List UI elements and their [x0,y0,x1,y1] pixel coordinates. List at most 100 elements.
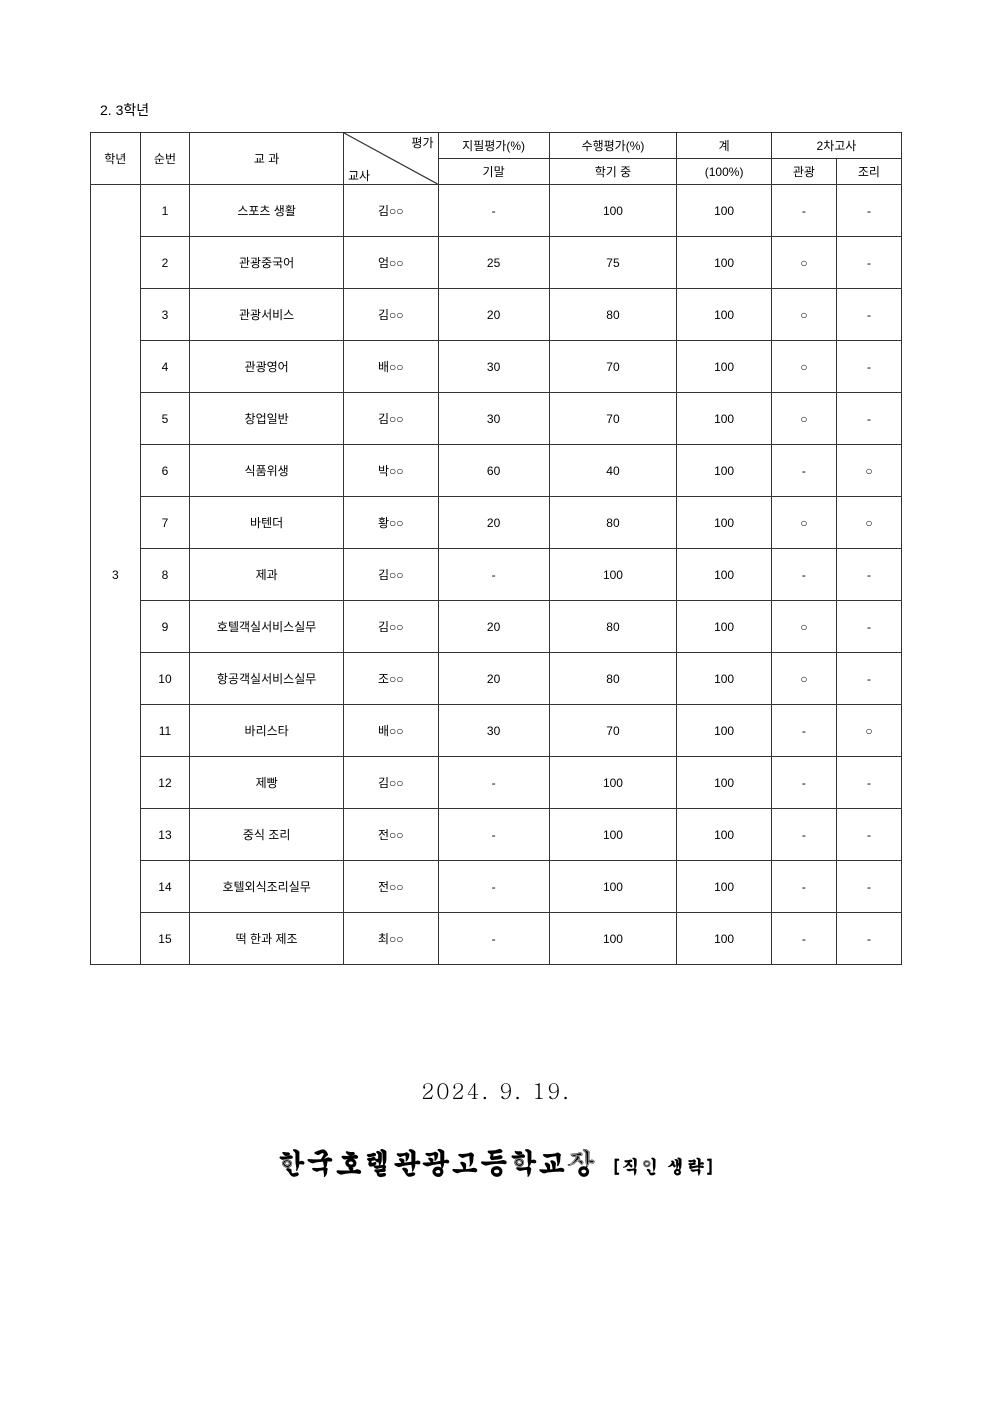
cell-teacher: 김○○ [343,549,438,601]
cell-exam2b: - [836,809,901,861]
th-written: 지필평가(%) [438,133,549,159]
table-row: 14호텔외식조리실무전○○-100100-- [91,861,902,913]
cell-subject: 스포츠 생활 [190,185,344,237]
cell-exam2b: - [836,185,901,237]
cell-teacher: 황○○ [343,497,438,549]
cell-teacher: 배○○ [343,341,438,393]
section-title: 2. 3학년 [90,100,902,120]
cell-perf: 100 [549,809,677,861]
cell-perf: 75 [549,237,677,289]
cell-perf: 100 [549,549,677,601]
cell-subject: 제과 [190,549,344,601]
cell-exam2b: - [836,549,901,601]
cell-exam2a: ○ [771,393,836,445]
cell-exam2a: - [771,705,836,757]
cell-perf: 80 [549,601,677,653]
cell-teacher: 김○○ [343,393,438,445]
cell-total: 100 [677,185,772,237]
cell-teacher: 전○○ [343,809,438,861]
table-row: 9호텔객실서비스실무김○○2080100○- [91,601,902,653]
cell-exam2a: - [771,549,836,601]
cell-perf: 40 [549,445,677,497]
cell-written: 30 [438,705,549,757]
cell-exam2b: ○ [836,705,901,757]
cell-exam2b: ○ [836,445,901,497]
cell-exam2a: - [771,809,836,861]
cell-perf: 70 [549,341,677,393]
cell-exam2b: - [836,601,901,653]
table-row: 11바리스타배○○3070100-○ [91,705,902,757]
th-diagonal: 평가 교사 [343,133,438,185]
table-row: 31스포츠 생활김○○-100100-- [91,185,902,237]
cell-subject: 떡 한과 제조 [190,913,344,965]
cell-perf: 80 [549,497,677,549]
th-exam2-b: 조리 [836,159,901,185]
cell-exam2a: ○ [771,341,836,393]
th-subject: 교 과 [190,133,344,185]
cell-perf: 80 [549,289,677,341]
cell-perf: 100 [549,757,677,809]
th-num: 순번 [140,133,190,185]
cell-perf: 80 [549,653,677,705]
cell-subject: 바텐더 [190,497,344,549]
cell-num: 9 [140,601,190,653]
cell-written: 20 [438,289,549,341]
cell-exam2b: ○ [836,497,901,549]
cell-num: 10 [140,653,190,705]
cell-subject: 제빵 [190,757,344,809]
table-row: 8제과김○○-100100-- [91,549,902,601]
cell-total: 100 [677,289,772,341]
cell-written: 30 [438,393,549,445]
cell-subject: 호텔객실서비스실무 [190,601,344,653]
cell-total: 100 [677,601,772,653]
cell-exam2a: - [771,757,836,809]
cell-num: 12 [140,757,190,809]
cell-written: 20 [438,653,549,705]
cell-subject: 중식 조리 [190,809,344,861]
cell-exam2a: ○ [771,237,836,289]
cell-total: 100 [677,913,772,965]
footer-date: 2024. 9. 19. [90,1075,902,1106]
cell-exam2b: - [836,861,901,913]
cell-exam2a: ○ [771,497,836,549]
cell-total: 100 [677,861,772,913]
footer-school: 한국호텔관광고등학교장 [직인 생략] [90,1141,902,1181]
table-row: 2관광중국어엄○○2575100○- [91,237,902,289]
th-written-sub: 기말 [438,159,549,185]
cell-teacher: 김○○ [343,601,438,653]
cell-written: - [438,809,549,861]
cell-num: 8 [140,549,190,601]
th-total-sub: (100%) [677,159,772,185]
cell-num: 11 [140,705,190,757]
cell-perf: 100 [549,913,677,965]
th-perf-sub: 학기 중 [549,159,677,185]
cell-teacher: 조○○ [343,653,438,705]
cell-subject: 관광서비스 [190,289,344,341]
cell-total: 100 [677,341,772,393]
cell-teacher: 김○○ [343,757,438,809]
cell-num: 13 [140,809,190,861]
cell-written: - [438,549,549,601]
cell-exam2a: ○ [771,289,836,341]
cell-grade: 3 [91,185,141,965]
cell-exam2a: ○ [771,601,836,653]
cell-exam2b: - [836,393,901,445]
cell-total: 100 [677,237,772,289]
cell-written: - [438,757,549,809]
cell-num: 14 [140,861,190,913]
cell-subject: 창업일반 [190,393,344,445]
cell-num: 1 [140,185,190,237]
cell-written: 30 [438,341,549,393]
cell-num: 2 [140,237,190,289]
cell-subject: 관광중국어 [190,237,344,289]
cell-subject: 식품위생 [190,445,344,497]
cell-subject: 호텔외식조리실무 [190,861,344,913]
th-exam2-a: 관광 [771,159,836,185]
cell-subject: 관광영어 [190,341,344,393]
cell-total: 100 [677,809,772,861]
th-grade: 학년 [91,133,141,185]
cell-exam2b: - [836,289,901,341]
cell-written: 20 [438,601,549,653]
cell-perf: 100 [549,861,677,913]
cell-exam2b: - [836,341,901,393]
